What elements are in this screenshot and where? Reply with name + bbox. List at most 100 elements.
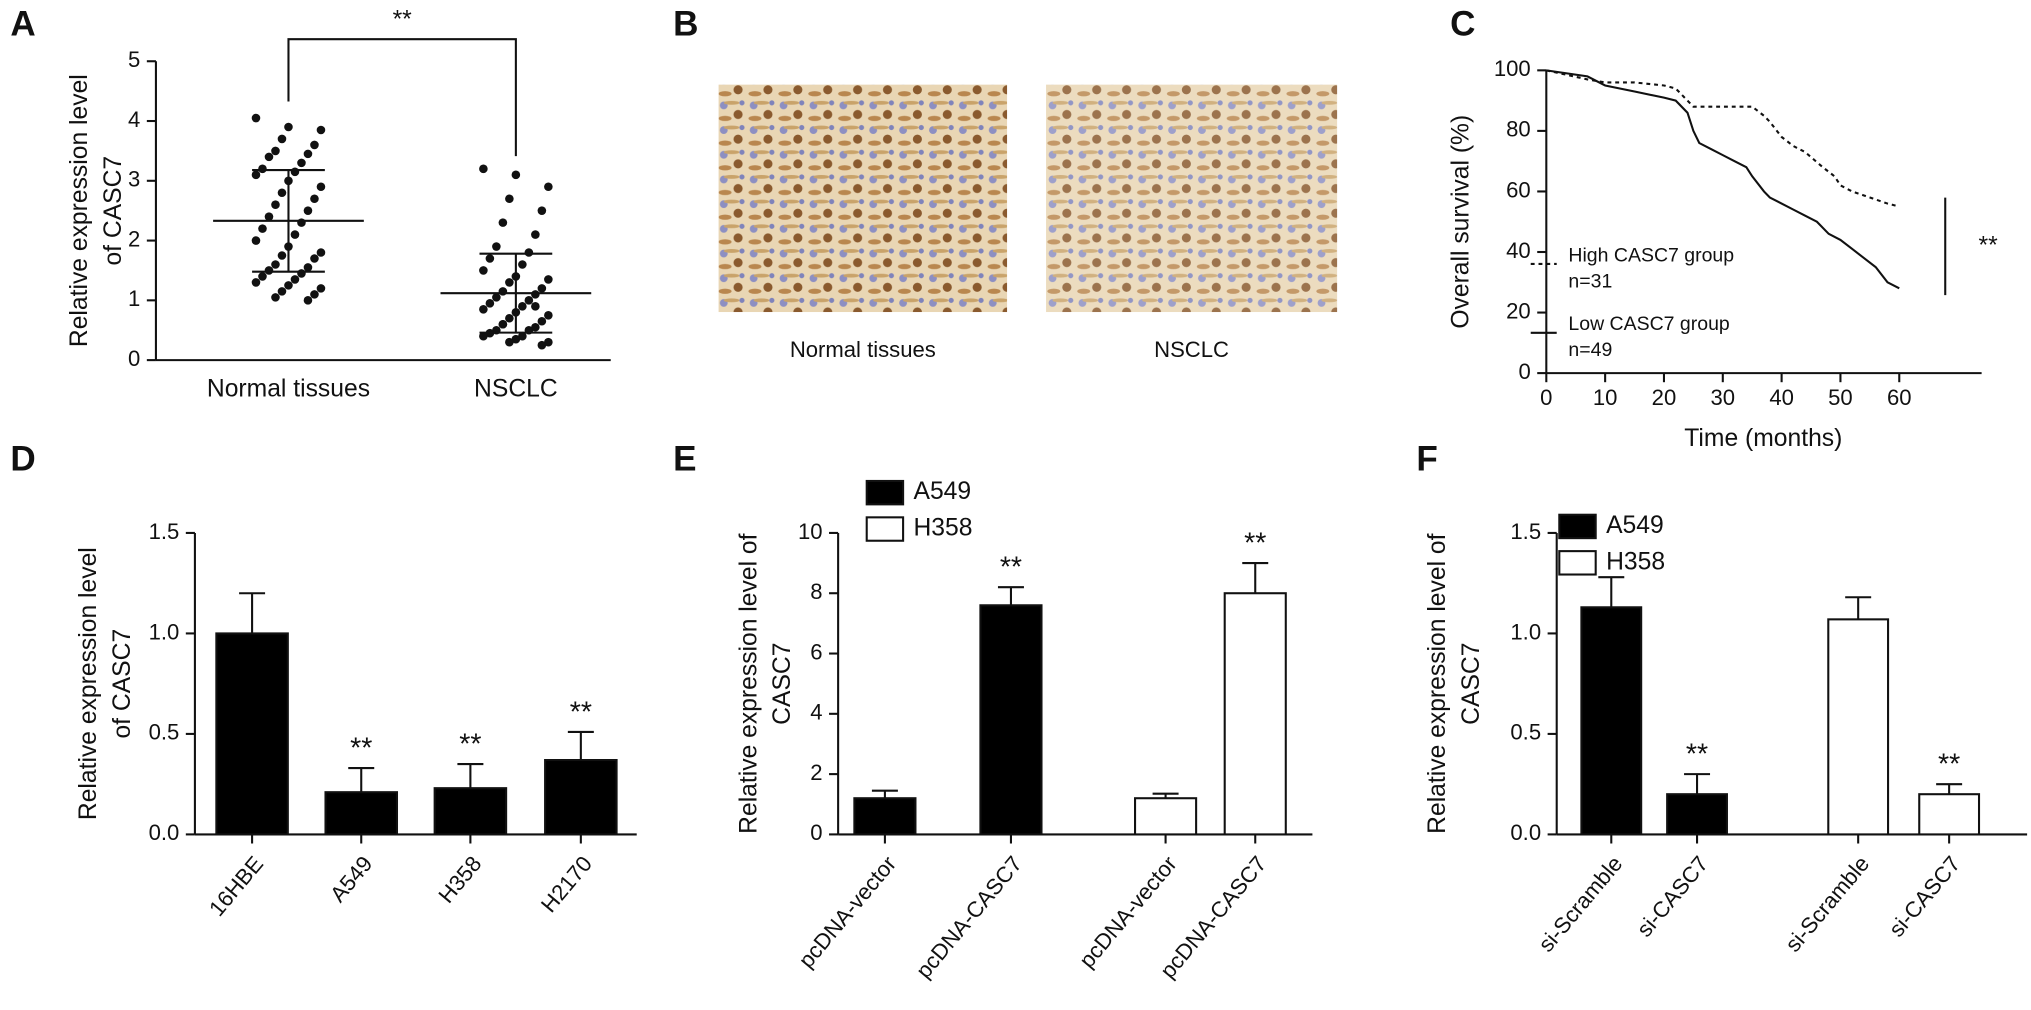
- dot: [297, 218, 306, 227]
- error-bar: [997, 586, 1024, 606]
- error-bar: [1242, 562, 1269, 594]
- x-tick-label: si-CASC7: [1884, 851, 1965, 941]
- dot: [277, 188, 287, 198]
- dot: [258, 272, 267, 281]
- y-tick-label: 3: [128, 167, 140, 192]
- x-tick-label: 20: [1652, 385, 1677, 410]
- x-tick-label: A549: [325, 851, 377, 907]
- legend-swatch: [1558, 550, 1597, 576]
- legend-label: n=31: [1568, 270, 1612, 292]
- bar: [979, 604, 1043, 836]
- dot: [303, 296, 313, 305]
- dot: [316, 248, 326, 257]
- significance: **: [350, 732, 372, 764]
- dot: [511, 334, 521, 344]
- legend-label: Low CASC7 group: [1568, 313, 1730, 335]
- y-tick-label: 0: [810, 820, 822, 845]
- dot: [297, 269, 306, 278]
- dot: [290, 275, 300, 284]
- dot: [290, 167, 300, 177]
- dot: [277, 251, 287, 260]
- panel-label: B: [673, 4, 698, 43]
- significance: **: [1938, 749, 1960, 781]
- y-tick-label: 40: [1506, 238, 1531, 263]
- dot: [498, 319, 508, 329]
- dot: [531, 290, 540, 299]
- x-tick-label: pcDNA-CASC7: [911, 851, 1027, 983]
- dot: [264, 212, 274, 221]
- bar: [324, 791, 399, 836]
- dot: [251, 236, 261, 245]
- dot: [316, 284, 326, 293]
- dot: [310, 194, 319, 204]
- dot: [524, 248, 534, 257]
- bar: [215, 632, 289, 836]
- image-caption: Normal tissues: [790, 337, 936, 362]
- significance: **: [570, 696, 592, 728]
- x-tick-label: H2170: [536, 851, 597, 917]
- y-tick-label: 6: [810, 639, 822, 664]
- dot: [271, 146, 280, 156]
- image-caption: NSCLC: [1154, 337, 1229, 362]
- y-axis-label: of CASC7: [100, 156, 127, 266]
- legend-label: n=49: [1568, 339, 1612, 361]
- dot: [303, 149, 313, 159]
- dot: [485, 299, 495, 308]
- error-bar: [1684, 773, 1711, 795]
- dot: [310, 254, 319, 263]
- y-axis-label: Relative expression level of: [735, 533, 762, 833]
- y-tick-label: 1: [128, 286, 140, 311]
- y-tick-label: 20: [1506, 298, 1531, 323]
- significance: **: [459, 728, 481, 760]
- error-bar: [348, 767, 375, 793]
- legend-label: H358: [1606, 548, 1665, 575]
- dot: [258, 224, 267, 233]
- dot: [518, 331, 527, 341]
- dot: [316, 125, 326, 135]
- x-tick-label: si-CASC7: [1632, 851, 1713, 941]
- dot: [290, 230, 300, 239]
- dot: [277, 287, 287, 296]
- dot: [251, 278, 261, 287]
- y-tick-label: 4: [810, 700, 822, 725]
- dot: [271, 293, 280, 302]
- bar: [1580, 606, 1643, 836]
- y-axis-label: CASC7: [769, 643, 796, 725]
- y-tick-label: 4: [128, 107, 140, 132]
- bar: [1223, 592, 1287, 836]
- dot: [251, 170, 261, 180]
- bar: [1666, 793, 1728, 836]
- significance: **: [1000, 552, 1022, 584]
- dot: [310, 140, 319, 150]
- dot: [485, 254, 495, 263]
- dot: [537, 206, 547, 215]
- y-tick-label: 100: [1494, 56, 1531, 81]
- dot: [479, 305, 488, 314]
- dot: [251, 113, 261, 123]
- dot: [264, 266, 274, 275]
- error-bar: [567, 730, 594, 761]
- survival-curve: [1546, 69, 1900, 290]
- error-bar: [1845, 596, 1872, 620]
- x-tick-label: Normal tissues: [207, 376, 370, 403]
- dot: [492, 242, 501, 251]
- dot: [284, 281, 293, 290]
- dot: [303, 206, 313, 215]
- legend-swatch: [1558, 513, 1597, 540]
- dot: [479, 266, 488, 275]
- y-axis-label: Relative expression level: [75, 547, 102, 820]
- bar: [1918, 793, 1981, 836]
- dot: [264, 152, 274, 162]
- dot: [492, 293, 501, 302]
- significance-bracket: [287, 38, 517, 157]
- dot: [544, 275, 553, 284]
- y-tick-label: 0.0: [1510, 820, 1541, 845]
- y-tick-label: 8: [810, 579, 822, 604]
- y-tick-label: 0.5: [1510, 720, 1541, 745]
- y-tick-label: 10: [798, 519, 823, 544]
- tissue-image: [718, 84, 1008, 313]
- significance: **: [1979, 233, 1999, 260]
- bar: [433, 787, 508, 836]
- panel-label: C: [1450, 4, 1475, 43]
